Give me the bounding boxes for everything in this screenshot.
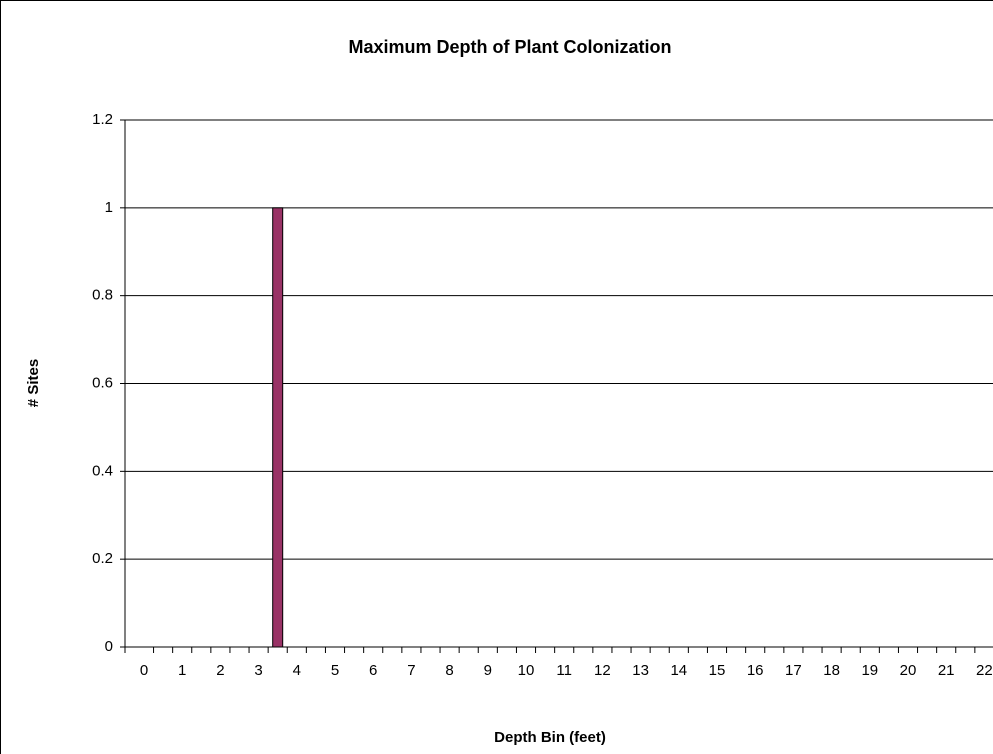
x-axis-label: Depth Bin (feet) xyxy=(494,729,606,746)
x-tick-label: 0 xyxy=(140,662,148,679)
x-tick-label: 14 xyxy=(670,662,687,679)
x-tick-label: 2 xyxy=(216,662,224,679)
x-tick-label: 21 xyxy=(938,662,955,679)
x-tick-label: 15 xyxy=(709,662,726,679)
bar xyxy=(272,207,284,648)
y-tick-label: 1 xyxy=(105,199,113,216)
y-tick-label: 0.4 xyxy=(92,462,113,479)
x-tick-label: 7 xyxy=(407,662,415,679)
x-tick-label: 8 xyxy=(445,662,453,679)
x-tick-label: 22 xyxy=(976,662,993,679)
y-tick-label: 1.2 xyxy=(92,111,113,128)
y-tick-label: 0.8 xyxy=(92,287,113,304)
x-tick-label: 4 xyxy=(293,662,301,679)
x-tick-label: 3 xyxy=(254,662,262,679)
x-tick-label: 17 xyxy=(785,662,802,679)
x-tick-label: 12 xyxy=(594,662,611,679)
x-tick-label: 6 xyxy=(369,662,377,679)
y-tick-label: 0.2 xyxy=(92,550,113,567)
x-tick-label: 20 xyxy=(900,662,917,679)
y-tick-label: 0.6 xyxy=(92,374,113,391)
x-tick-label: 16 xyxy=(747,662,764,679)
chart-title: Maximum Depth of Plant Colonization xyxy=(349,37,672,57)
x-tick-label: 11 xyxy=(556,662,572,679)
x-tick-label: 5 xyxy=(331,662,339,679)
x-tick-label: 9 xyxy=(484,662,492,679)
x-tick-label: 13 xyxy=(632,662,649,679)
y-tick-label: 0 xyxy=(105,638,113,655)
x-tick-label: 10 xyxy=(518,662,535,679)
x-tick-label: 18 xyxy=(823,662,840,679)
x-tick-label: 19 xyxy=(861,662,878,679)
x-tick-label: 1 xyxy=(178,662,186,679)
y-axis-label: # Sites xyxy=(25,359,42,407)
